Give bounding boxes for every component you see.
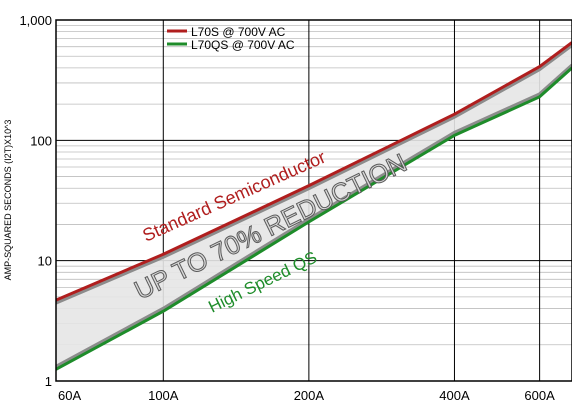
y-tick-label: 1,000	[19, 13, 52, 28]
x-tick-label: 600A	[524, 388, 555, 403]
x-tick-label: 200A	[294, 388, 325, 403]
series-lines	[55, 41, 572, 371]
y-tick-label: 1	[45, 374, 52, 389]
legend: L70S @ 700V AC L70QS @ 700V AC	[167, 25, 295, 52]
x-tick-label: 60A	[58, 388, 81, 403]
x-tick-label: 100A	[148, 388, 179, 403]
series-shadow	[55, 44, 572, 305]
legend-label-l70qs: L70QS @ 700V AC	[191, 38, 295, 52]
series-line-l70s	[55, 41, 572, 302]
plot-frame	[55, 19, 572, 382]
x-axis-ticks: 60A 100A 200A 400A 600A	[58, 388, 555, 403]
series-shadow	[55, 63, 572, 368]
series-line-l70qs	[55, 66, 572, 371]
x-tick-label: 400A	[439, 388, 470, 403]
legend-label-l70s: L70S @ 700V AC	[191, 25, 286, 39]
y-axis-label: AMP-SQUARED SECONDS (I2T)X10^3	[3, 120, 13, 281]
y-axis-ticks: 1 10 100 1,000	[19, 13, 52, 389]
y-tick-label: 10	[38, 254, 52, 269]
y-tick-label: 100	[30, 133, 52, 148]
